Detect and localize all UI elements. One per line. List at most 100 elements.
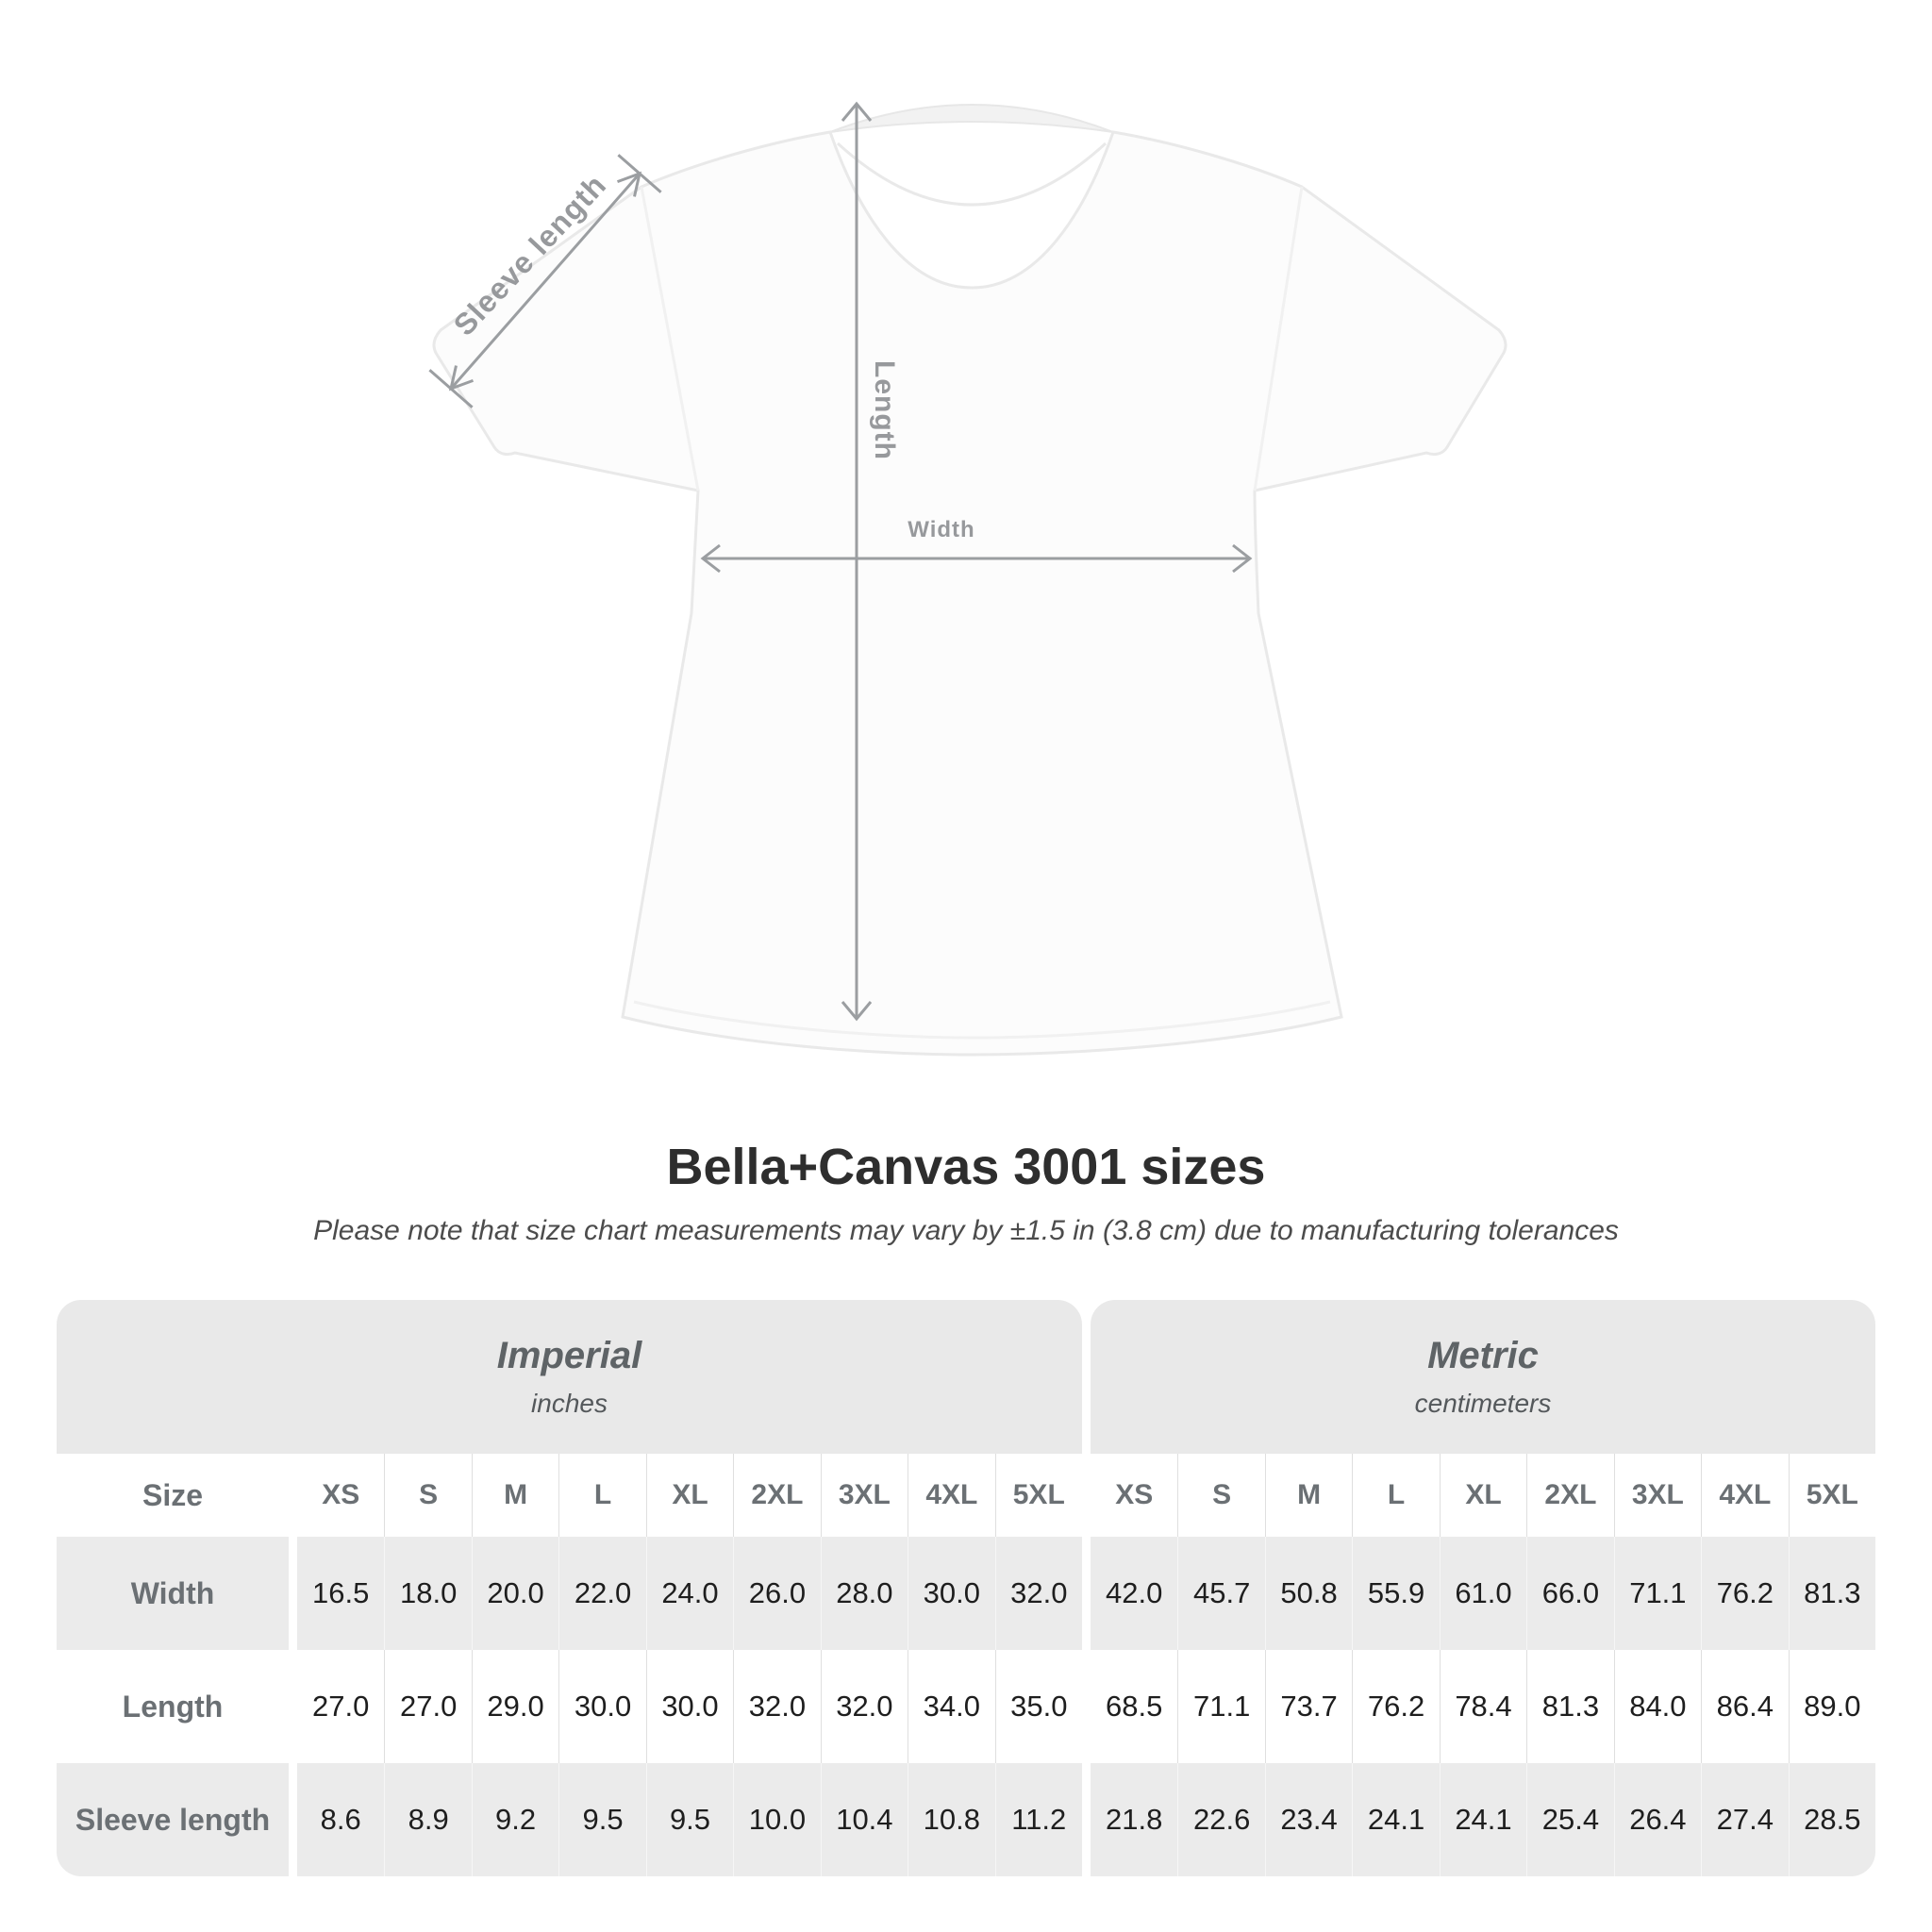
value-cell: 35.0 bbox=[994, 1650, 1082, 1763]
value-cell: 45.7 bbox=[1177, 1537, 1265, 1650]
column-header: M bbox=[1264, 1454, 1353, 1537]
value-cell: 29.0 bbox=[471, 1650, 559, 1763]
column-gap bbox=[289, 1763, 297, 1876]
imperial-title: Imperial bbox=[496, 1335, 642, 1376]
value-cell: 78.4 bbox=[1439, 1650, 1527, 1763]
value-cell: 27.4 bbox=[1701, 1763, 1789, 1876]
value-cell: 10.8 bbox=[908, 1763, 995, 1876]
column-header: M bbox=[471, 1454, 559, 1537]
value-cell: 9.5 bbox=[558, 1763, 646, 1876]
value-cell: 55.9 bbox=[1352, 1537, 1440, 1650]
column-gap bbox=[289, 1537, 297, 1650]
value-cell: 27.0 bbox=[384, 1650, 472, 1763]
value-cell: 24.1 bbox=[1439, 1763, 1527, 1876]
column-header: 2XL bbox=[733, 1454, 821, 1537]
tshirt-hem-seam bbox=[633, 1000, 1331, 1040]
row-label: Sleeve length bbox=[57, 1763, 289, 1876]
metric-header: Metric centimeters bbox=[1091, 1300, 1875, 1454]
column-header: 2XL bbox=[1526, 1454, 1614, 1537]
metric-unit: centimeters bbox=[1414, 1389, 1552, 1418]
column-header: XL bbox=[1439, 1454, 1527, 1537]
value-cell: 32.0 bbox=[733, 1650, 821, 1763]
value-cell: 10.0 bbox=[733, 1763, 821, 1876]
value-cell: 32.0 bbox=[820, 1650, 908, 1763]
value-cell: 66.0 bbox=[1526, 1537, 1614, 1650]
metric-title: Metric bbox=[1427, 1335, 1539, 1376]
value-cell: 9.2 bbox=[471, 1763, 559, 1876]
column-header: S bbox=[384, 1454, 472, 1537]
value-cell: 10.4 bbox=[820, 1763, 908, 1876]
value-cell: 26.0 bbox=[733, 1537, 821, 1650]
column-gap bbox=[289, 1650, 297, 1763]
value-cell: 9.5 bbox=[645, 1763, 734, 1876]
tshirt-right-seam bbox=[1253, 186, 1304, 491]
value-cell: 26.4 bbox=[1613, 1763, 1702, 1876]
table-row: Length 27.0 27.0 29.0 30.0 30.0 32.0 32.0 34.0 35… bbox=[57, 1650, 1875, 1763]
value-cell: 24.1 bbox=[1352, 1763, 1440, 1876]
column-header: XS bbox=[297, 1454, 385, 1537]
value-cell: 28.5 bbox=[1788, 1763, 1875, 1876]
value-cell: 81.3 bbox=[1526, 1650, 1614, 1763]
imperial-unit: inches bbox=[531, 1389, 608, 1418]
tshirt-diagram: Sleeve length Length Width bbox=[428, 101, 1507, 1057]
value-cell: 8.9 bbox=[384, 1763, 472, 1876]
column-header: XL bbox=[645, 1454, 734, 1537]
value-cell: 23.4 bbox=[1264, 1763, 1353, 1876]
column-gap bbox=[1081, 1537, 1091, 1650]
table-row: Size XS S M L XL 2XL 3XL 4XL 5XL XS S M L XL 2XL 3XL 4XL 5… bbox=[57, 1454, 1875, 1537]
column-header: S bbox=[1177, 1454, 1265, 1537]
value-cell: 22.0 bbox=[558, 1537, 646, 1650]
table-row: Width 16.5 18.0 20.0 22.0 24.0 26.0 28.0 30.0 32.… bbox=[57, 1537, 1875, 1650]
value-cell: 18.0 bbox=[384, 1537, 472, 1650]
value-cell: 32.0 bbox=[994, 1537, 1082, 1650]
tshirt-left-seam bbox=[640, 186, 700, 491]
value-cell: 27.0 bbox=[297, 1650, 385, 1763]
column-gap bbox=[289, 1454, 297, 1537]
column-gap bbox=[1081, 1650, 1091, 1763]
tshirt-graphic bbox=[428, 101, 1507, 1057]
value-cell: 76.2 bbox=[1701, 1537, 1789, 1650]
size-column-header: Size bbox=[57, 1454, 289, 1537]
value-cell: 76.2 bbox=[1352, 1650, 1440, 1763]
column-header: 3XL bbox=[1613, 1454, 1702, 1537]
value-cell: 30.0 bbox=[558, 1650, 646, 1763]
row-label: Width bbox=[57, 1537, 289, 1650]
value-cell: 21.8 bbox=[1090, 1763, 1178, 1876]
column-header: 4XL bbox=[1701, 1454, 1789, 1537]
column-header: 3XL bbox=[820, 1454, 908, 1537]
tshirt-back-collar bbox=[829, 104, 1114, 133]
value-cell: 71.1 bbox=[1613, 1537, 1702, 1650]
sleeve-length-arrow bbox=[428, 154, 662, 408]
page-title: Bella+Canvas 3001 sizes bbox=[666, 1139, 1266, 1195]
column-header: 4XL bbox=[908, 1454, 995, 1537]
tshirt-collar-rib bbox=[836, 142, 1108, 207]
column-gap bbox=[1081, 1763, 1091, 1876]
value-cell: 20.0 bbox=[471, 1537, 559, 1650]
column-header: L bbox=[558, 1454, 646, 1537]
column-header: XS bbox=[1090, 1454, 1178, 1537]
value-cell: 28.0 bbox=[820, 1537, 908, 1650]
value-cell: 84.0 bbox=[1613, 1650, 1702, 1763]
imperial-header: Imperial inches bbox=[57, 1300, 1082, 1454]
length-arrow bbox=[841, 101, 873, 1022]
value-cell: 89.0 bbox=[1788, 1650, 1875, 1763]
width-label: Width bbox=[908, 517, 975, 542]
caption-block: Bella+Canvas 3001 sizes Please note that… bbox=[0, 1138, 1932, 1247]
tshirt-body bbox=[432, 130, 1507, 1057]
column-header: 5XL bbox=[994, 1454, 1082, 1537]
value-cell: 34.0 bbox=[908, 1650, 995, 1763]
value-cell: 16.5 bbox=[297, 1537, 385, 1650]
value-cell: 22.6 bbox=[1177, 1763, 1265, 1876]
tolerance-note: Please note that size chart measurements… bbox=[313, 1215, 1619, 1246]
value-cell: 71.1 bbox=[1177, 1650, 1265, 1763]
value-cell: 61.0 bbox=[1439, 1537, 1527, 1650]
value-cell: 24.0 bbox=[645, 1537, 734, 1650]
value-cell: 73.7 bbox=[1264, 1650, 1353, 1763]
length-label: Length bbox=[869, 360, 900, 460]
value-cell: 81.3 bbox=[1788, 1537, 1875, 1650]
size-chart-table: Imperial inches Metric centimeters Size X… bbox=[57, 1300, 1875, 1876]
width-arrow bbox=[700, 543, 1253, 574]
value-cell: 8.6 bbox=[297, 1763, 385, 1876]
unit-header-band: Imperial inches Metric centimeters bbox=[57, 1300, 1875, 1454]
